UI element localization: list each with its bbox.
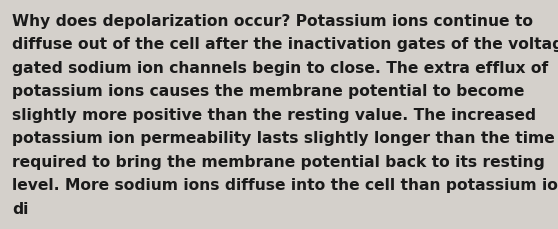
- Text: required to bring the membrane potential back to its resting: required to bring the membrane potential…: [12, 154, 545, 169]
- Text: di: di: [12, 201, 28, 216]
- Text: Why does depolarization occur? Potassium ions continue to: Why does depolarization occur? Potassium…: [12, 14, 533, 29]
- Text: slightly more positive than the resting value. The increased: slightly more positive than the resting …: [12, 108, 536, 123]
- Text: gated sodium ion channels begin to close. The extra efflux of: gated sodium ion channels begin to close…: [12, 61, 549, 76]
- Text: diffuse out of the cell after the inactivation gates of the voltage-: diffuse out of the cell after the inacti…: [12, 37, 558, 52]
- Text: potassium ion permeability lasts slightly longer than the time: potassium ion permeability lasts slightl…: [12, 131, 555, 146]
- Text: potassium ions causes the membrane potential to become: potassium ions causes the membrane poten…: [12, 84, 525, 99]
- Text: level. More sodium ions diffuse into the cell than potassium ions: level. More sodium ions diffuse into the…: [12, 178, 558, 193]
